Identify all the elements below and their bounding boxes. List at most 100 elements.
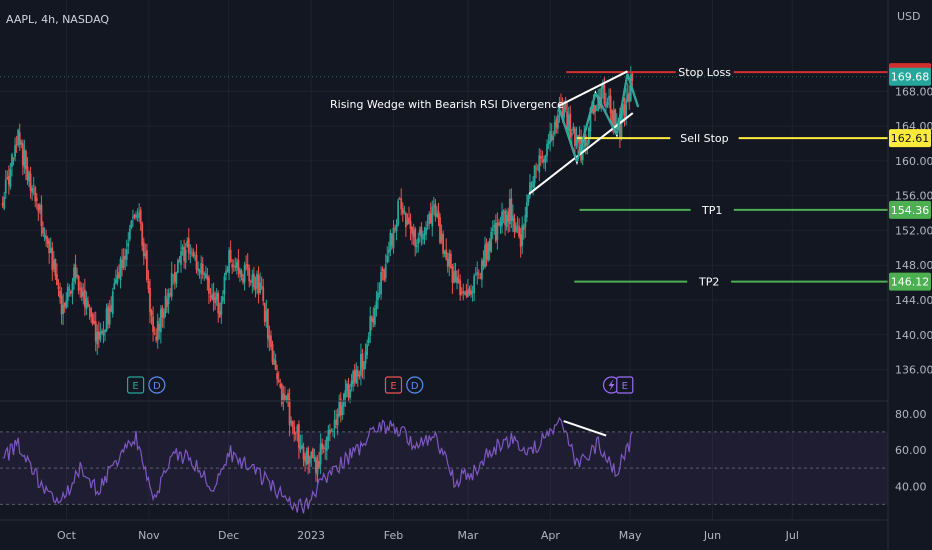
candle-body (547, 141, 550, 145)
candle-body (301, 445, 303, 449)
candle-body (307, 447, 310, 465)
candle-body (428, 214, 431, 225)
candle-body (479, 277, 482, 278)
candle-body (218, 311, 221, 317)
candle-body (510, 198, 513, 221)
wedge-annotation-label: Rising Wedge with Bearish RSI Divergence (330, 98, 564, 111)
candle-body (513, 217, 516, 232)
candle-body (234, 265, 237, 268)
candle-body (522, 226, 525, 230)
event-letter: D (153, 381, 161, 392)
rsi-tick-label: 40.00 (895, 480, 927, 493)
candle-body (512, 215, 514, 222)
candle-body (423, 234, 426, 236)
candle-body (477, 273, 480, 275)
candle-body (29, 173, 32, 191)
candle-body (454, 270, 457, 283)
wedge-wave-segment (615, 73, 629, 135)
time-tick-label: Oct (57, 529, 77, 542)
candle-body (335, 419, 338, 425)
candle-body (65, 300, 68, 309)
candle-body (11, 154, 13, 168)
candle-body (342, 393, 345, 407)
candle-body (360, 354, 362, 376)
candle-body (574, 128, 576, 146)
candle-body (468, 288, 471, 294)
candle-body (310, 451, 313, 459)
candle-body (220, 301, 223, 315)
candle-body (187, 238, 190, 253)
candle-body (349, 389, 351, 398)
price-badge-text: 154.36 (891, 204, 930, 217)
candle-body (80, 287, 83, 297)
candle-body (600, 87, 603, 108)
candle-body (411, 226, 413, 234)
candle-body (73, 267, 75, 282)
candle-body (102, 330, 105, 336)
candle-body (169, 293, 172, 296)
candle-body (595, 109, 598, 111)
candle-body (570, 133, 573, 136)
price-badge (889, 67, 931, 86)
candle-body (586, 142, 589, 146)
candle-body (62, 304, 65, 314)
candle-body (564, 103, 567, 111)
candle-body (318, 460, 320, 468)
candle-body (515, 226, 517, 232)
candle-body (440, 233, 443, 241)
candle-body (25, 150, 27, 170)
candle-body (356, 370, 359, 377)
candle-body (288, 399, 291, 426)
candle-body (446, 258, 449, 267)
candle-body (189, 253, 192, 255)
candle-body (437, 210, 440, 220)
candle-body (37, 204, 40, 212)
time-tick-label: May (619, 529, 642, 542)
candle-body (386, 255, 389, 263)
candle-body (132, 217, 134, 219)
candle-body (161, 307, 164, 318)
candle-body (266, 308, 269, 339)
candle-body (432, 205, 435, 207)
candle-body (97, 331, 100, 340)
candle-body (353, 370, 356, 382)
level-label: TP2 (698, 276, 719, 289)
price-badge-text: 146.12 (891, 276, 930, 289)
candle-body (507, 211, 510, 222)
candle-body (378, 292, 381, 294)
candle-body (346, 383, 348, 391)
event-shape (148, 376, 166, 394)
level-label: Stop Loss (678, 66, 731, 79)
candle-body (192, 252, 195, 257)
candle-body (91, 314, 94, 325)
candle-body (201, 263, 204, 275)
candle-body (183, 246, 186, 261)
candle-body (221, 296, 224, 302)
candle-body (391, 234, 393, 246)
candle-body (480, 260, 483, 280)
candle-body (498, 223, 500, 226)
candle-body (448, 253, 451, 267)
candle-body (499, 221, 502, 228)
candle-body (299, 445, 302, 451)
candle-body (409, 221, 412, 229)
candle-body (364, 351, 367, 364)
candle-body (209, 296, 212, 298)
earnings-icon: E (616, 376, 634, 394)
candle-body (304, 456, 306, 462)
candle-body (422, 234, 424, 240)
candle-body (54, 258, 57, 277)
candle-body (392, 227, 395, 248)
candle-body (139, 209, 142, 224)
price-tick-label: 140.00 (895, 329, 932, 342)
time-tick-label: Feb (384, 529, 403, 542)
candle-body (257, 275, 260, 293)
candle-body (184, 249, 187, 263)
candle-body (128, 228, 131, 240)
candle-body (71, 282, 74, 294)
candle-body (358, 375, 361, 377)
candle-body (490, 231, 493, 252)
candle-body (290, 420, 293, 424)
candle-body (119, 259, 122, 281)
